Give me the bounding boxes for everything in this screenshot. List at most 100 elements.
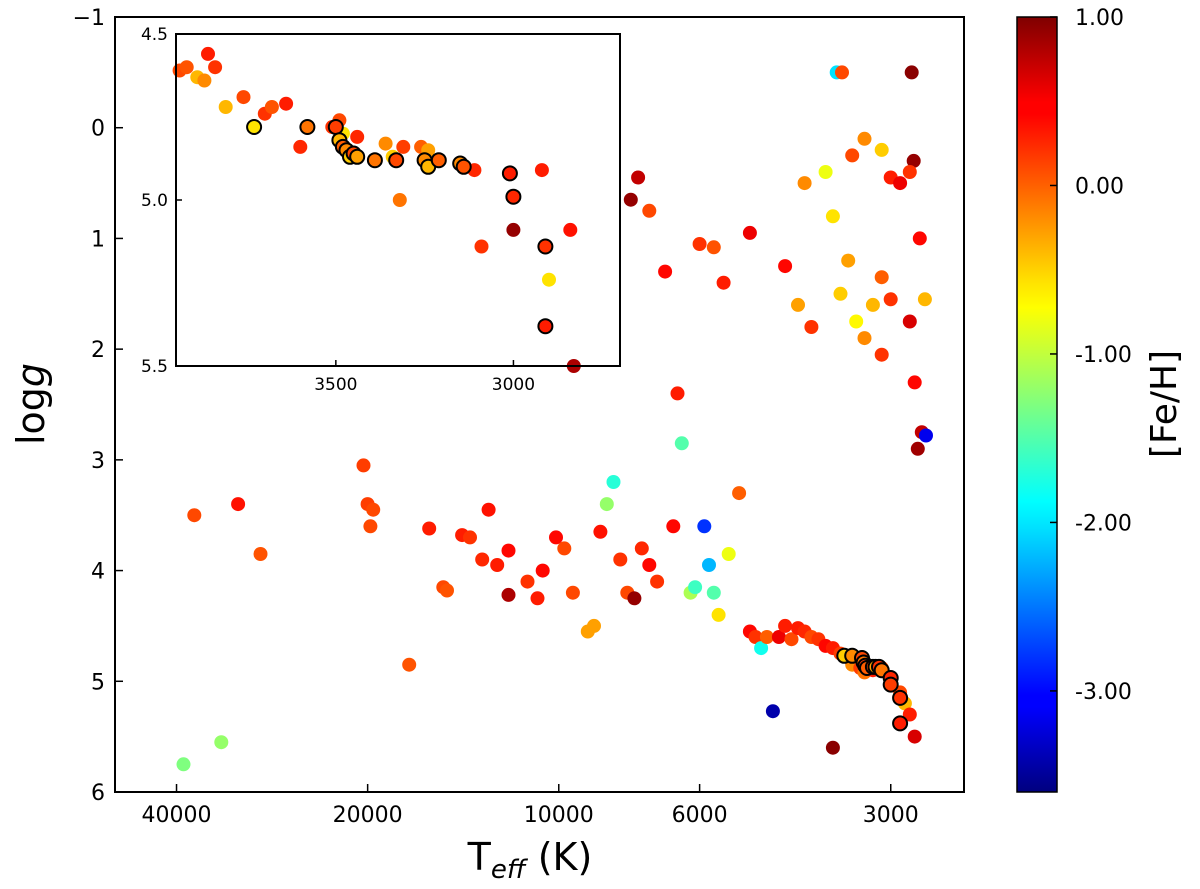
star-point [587,618,601,633]
star-point [530,591,545,606]
star-point [833,286,848,301]
star-point [565,585,580,600]
inset-x-tick-label: 3000 [492,375,535,395]
star-point [534,163,549,178]
colorbar-tick-label: -1.00 [1075,343,1132,368]
star-point [674,436,689,451]
star-point [506,222,521,237]
y-tick-label: 5 [91,670,105,695]
star-point [902,165,917,179]
star-point [201,46,215,61]
highlighted-star-point [892,715,909,732]
star-point [904,65,919,80]
star-point [279,96,294,111]
star-point [366,502,381,517]
star-point [402,657,417,672]
star-point [535,563,550,578]
star-point [902,707,917,722]
star-point [557,541,572,556]
colorbar-tick-label: -2.00 [1075,511,1132,536]
main-plot-frame [114,16,965,793]
star-point [697,519,712,534]
inset-points [172,46,581,373]
star-point [732,486,747,501]
star-point [231,497,246,512]
star-point [874,142,889,157]
star-point [748,630,763,644]
star-point [392,193,407,207]
star-point [396,139,411,154]
highlighted-star-point [537,238,554,255]
inset-x-tick-label: 3500 [314,375,357,395]
star-point [874,270,889,285]
star-point [650,574,665,589]
star-point [606,475,621,489]
star-point [293,139,308,154]
star-point [187,508,202,523]
star-point [642,203,657,218]
star-point [666,519,681,534]
highlighted-star-point [299,119,316,135]
inset-y-tick-label: 5.0 [141,191,168,211]
star-point [474,239,489,254]
star-point [791,297,805,312]
star-point [784,632,799,647]
highlighted-star-point [505,188,522,205]
highlighted-star-point [430,152,447,169]
star-point [475,552,490,567]
star-point [716,275,731,290]
inset-plot: 3500 3000 4.5 5.0 5.5 [141,25,621,395]
star-point [549,530,563,545]
x-axis-label: Teff (K) [467,835,593,885]
star-point [778,259,793,274]
y-tick-label: 6 [91,781,105,806]
highlighted-star-point [246,119,263,135]
star-point [218,100,233,114]
star-point [902,314,917,329]
star-point [849,314,864,329]
star-point [711,607,726,622]
star-point [874,347,889,362]
star-point [631,170,646,185]
star-point [670,386,685,401]
star-point [179,60,194,75]
highlighted-star-point [366,152,383,169]
star-point [765,704,780,719]
star-point [627,591,642,606]
star-point [797,176,812,191]
colorbar-label: [Fe/H] [1144,350,1185,458]
star-point [919,428,933,443]
star-point [490,558,505,572]
inset-y-tick-label: 4.5 [141,25,168,45]
star-point [865,297,880,312]
star-point [350,129,365,144]
highlighted-star-point [882,676,899,693]
star-point [658,264,673,279]
highlighted-star-point [537,318,554,335]
y-axis-label: logg [9,363,53,445]
star-point [593,524,608,539]
star-point [912,231,927,246]
highlighted-star-point [327,119,344,135]
star-point [363,519,378,534]
star-point [692,237,707,251]
star-point [208,60,223,75]
star-point [501,543,516,558]
inset-x-ticks: 3500 3000 [314,360,535,395]
star-point [422,521,437,536]
star-point [706,585,721,600]
colorbar-tick-label: -3.00 [1075,680,1132,705]
y-tick-label: 2 [91,338,105,363]
y-tick-label: 1 [91,227,105,252]
star-point [623,192,638,207]
colorbar-frame [1016,16,1058,793]
x-tick-label: 3000 [863,803,919,828]
star-point [378,136,393,151]
colorbar-ticks: 1.00 0.00 -1.00 -2.00 -3.00 [1050,6,1132,705]
star-point [771,630,786,644]
colorbar-tick-label: 1.00 [1075,6,1124,31]
star-point [907,729,922,744]
star-point [642,558,657,572]
highlighted-star-point [388,152,405,169]
star-point [253,547,268,561]
